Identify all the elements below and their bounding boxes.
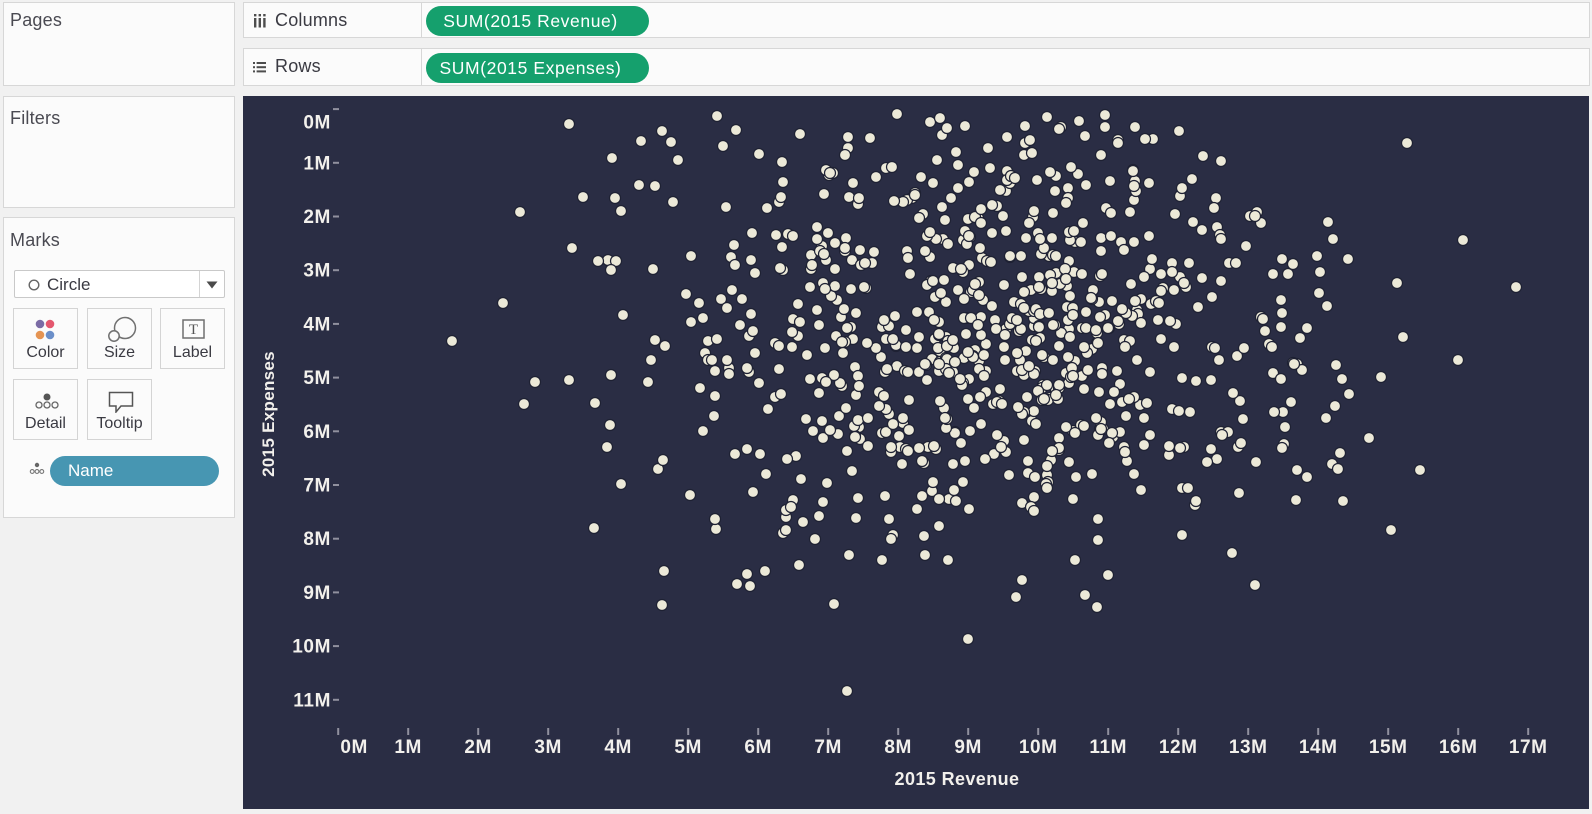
svg-text:3M: 3M (534, 737, 562, 758)
svg-text:9M: 9M (954, 737, 982, 758)
svg-text:5M: 5M (303, 368, 331, 389)
svg-text:10M: 10M (1019, 737, 1058, 758)
svg-text:2015 Revenue: 2015 Revenue (895, 769, 1020, 789)
svg-text:8M: 8M (303, 529, 331, 550)
svg-text:8M: 8M (884, 737, 912, 758)
svg-text:14M: 14M (1299, 737, 1338, 758)
svg-text:15M: 15M (1369, 737, 1408, 758)
svg-text:1M: 1M (394, 737, 422, 758)
svg-text:6M: 6M (303, 422, 331, 443)
svg-text:17M: 17M (1509, 737, 1548, 758)
svg-text:4M: 4M (604, 737, 632, 758)
svg-text:10M: 10M (292, 637, 331, 658)
svg-text:7M: 7M (814, 737, 842, 758)
svg-text:2M: 2M (303, 207, 331, 228)
svg-text:5M: 5M (674, 737, 702, 758)
svg-text:4M: 4M (303, 314, 331, 335)
svg-text:0M: 0M (340, 737, 368, 758)
svg-text:2015 Expenses: 2015 Expenses (259, 351, 278, 477)
svg-text:7M: 7M (303, 476, 331, 497)
svg-text:11M: 11M (1089, 737, 1127, 758)
svg-text:T: T (189, 322, 198, 338)
svg-text:3M: 3M (303, 261, 331, 282)
svg-text:1M: 1M (303, 153, 331, 174)
svg-text:6M: 6M (744, 737, 772, 758)
svg-text:13M: 13M (1229, 737, 1268, 758)
svg-text:16M: 16M (1439, 737, 1478, 758)
svg-text:9M: 9M (303, 583, 331, 604)
svg-text:11M: 11M (293, 690, 331, 711)
svg-text:2M: 2M (464, 737, 492, 758)
svg-text:0M: 0M (303, 113, 331, 134)
svg-text:12M: 12M (1159, 737, 1198, 758)
